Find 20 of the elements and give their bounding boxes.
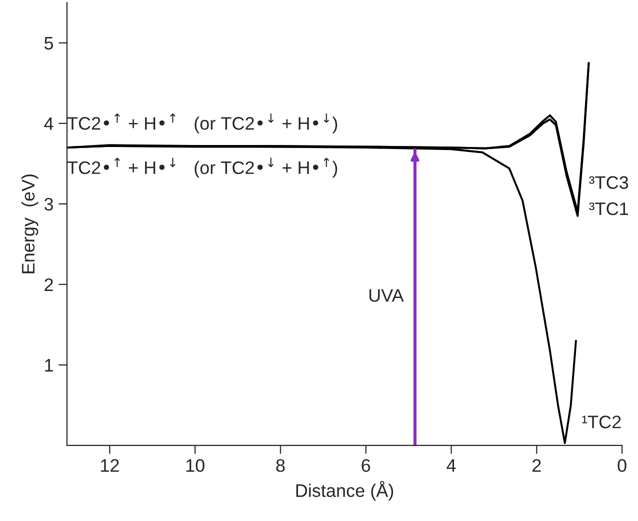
series-label: ³TC3 <box>588 176 628 189</box>
y-axis-title: Energy (eV) <box>21 174 38 274</box>
x-axis-title: Distance (Å) <box>296 481 394 501</box>
text: TC2•$^{↑}$ + H•$^{↓}$ (or TC2•$^{↓}$ + H•$^{↑}$) <box>67 158 338 178</box>
y-tick-label: 1 <box>45 359 53 372</box>
x-tick-label: 0 <box>618 459 626 472</box>
y-tick-label: 3 <box>44 198 54 211</box>
x-tick-label: 4 <box>446 459 456 472</box>
series-label: ³TC1 <box>588 202 628 216</box>
x-tick-label: 12 <box>101 459 119 472</box>
x-tick-label: 2 <box>532 459 541 472</box>
x-tick-label: 10 <box>186 459 204 472</box>
series-label: ¹TC2 <box>582 416 621 428</box>
text: TC2•$^{↑}$ + H•$^{↑}$ (or TC2•$^{↓}$ + H•$^{↓}$) <box>67 113 338 134</box>
ref-line-label: UVA <box>369 289 404 302</box>
x-tick-label: 6 <box>362 459 370 472</box>
y-tick-label: 4 <box>44 118 54 130</box>
y-tick-label: 5 <box>44 36 54 50</box>
x-tick-label: 8 <box>276 459 285 472</box>
y-tick-label: 2 <box>44 278 53 291</box>
